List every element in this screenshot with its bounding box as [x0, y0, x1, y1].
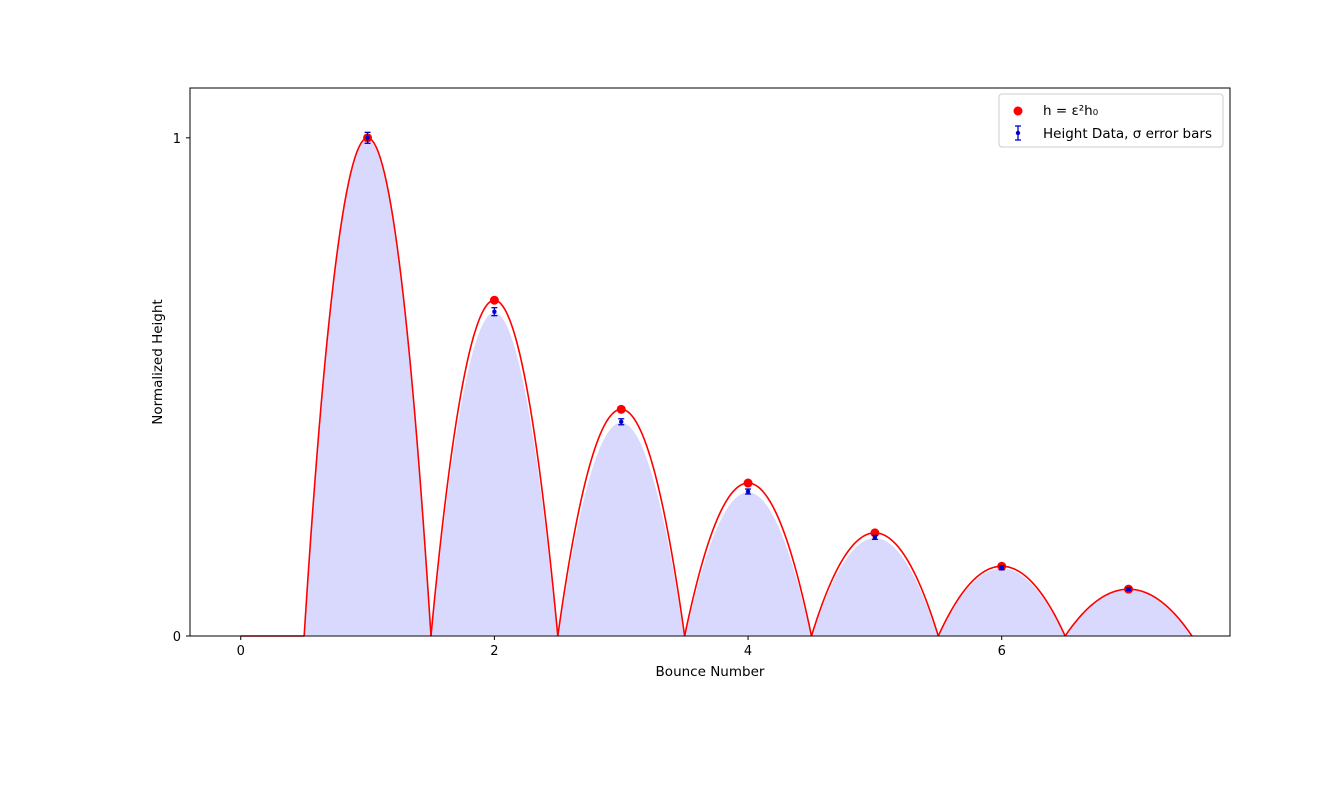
legend-entry-data: Height Data, σ error bars — [1043, 126, 1212, 142]
y-tick-label: 0 — [173, 630, 181, 645]
model-point-4 — [743, 478, 753, 488]
data-point — [492, 309, 497, 314]
data-point — [619, 419, 624, 424]
data-arc-fill-3 — [556, 421, 686, 637]
tick-layer: 0 2 4 6 0 1 — [173, 132, 1006, 659]
data-point — [872, 535, 878, 540]
legend-marker-model-dot — [1013, 106, 1023, 116]
y-axis-label: Normalized Height — [150, 299, 166, 424]
data-errorbar-2 — [491, 307, 498, 317]
x-tick-label: 6 — [998, 644, 1006, 659]
point-layer — [363, 131, 1134, 594]
legend-marker-data-errorbar — [1015, 125, 1021, 141]
data-point — [999, 565, 1004, 570]
model-point-3 — [616, 404, 626, 414]
data-point — [745, 489, 751, 494]
y-tick-label: 1 — [173, 132, 181, 147]
x-axis-label: Bounce Number — [656, 664, 765, 680]
data-fill-layer — [303, 137, 1194, 637]
x-tick-label: 0 — [237, 644, 245, 659]
plot-area-frame — [189, 87, 1231, 637]
data-arc-fill-2 — [430, 310, 559, 637]
data-point — [1126, 586, 1131, 592]
data-errorbar-5 — [871, 534, 878, 541]
data-errorbar-6 — [998, 565, 1005, 571]
legend-entry-model: h = ε²h₀ — [1043, 103, 1098, 119]
legend-box — [998, 93, 1224, 148]
data-arc-fill-5 — [810, 536, 940, 637]
model-point-2 — [489, 295, 499, 305]
legend-errorbar-point — [1015, 130, 1021, 136]
legend: h = ε²h₀ Height Data, σ error bars — [998, 93, 1224, 148]
x-tick-label: 2 — [490, 644, 498, 659]
data-point — [365, 135, 370, 141]
data-errorbar-4 — [745, 488, 752, 495]
data-arc-fill-4 — [683, 490, 813, 637]
x-tick-label: 4 — [744, 644, 752, 659]
data-errorbar-7 — [1125, 586, 1132, 592]
data-errorbar-1 — [364, 131, 371, 144]
data-errorbar-3 — [618, 418, 625, 426]
